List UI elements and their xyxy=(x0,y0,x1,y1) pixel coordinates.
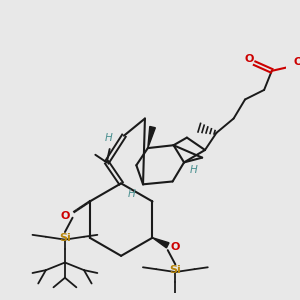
Text: H: H xyxy=(105,133,112,142)
Polygon shape xyxy=(152,238,169,248)
Text: O: O xyxy=(60,211,70,221)
Text: H: H xyxy=(128,189,136,199)
Text: O: O xyxy=(171,242,180,252)
Text: O: O xyxy=(244,54,254,64)
Text: Si: Si xyxy=(59,233,71,243)
Text: O: O xyxy=(294,57,300,67)
Text: Si: Si xyxy=(169,265,181,275)
Polygon shape xyxy=(148,127,155,148)
Text: H: H xyxy=(190,165,197,175)
